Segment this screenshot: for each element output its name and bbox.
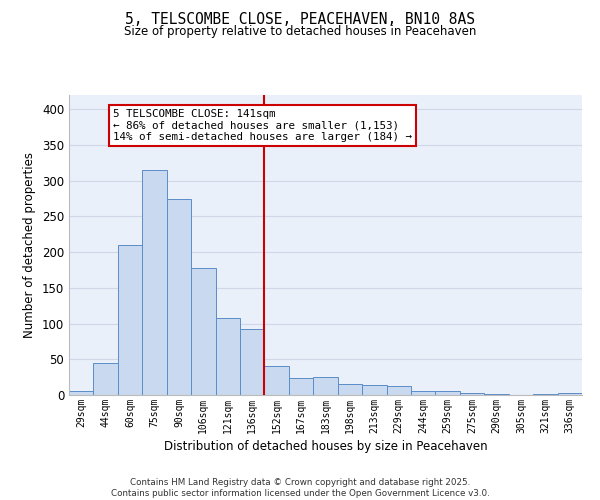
Bar: [191, 268, 215, 395]
X-axis label: Distribution of detached houses by size in Peacehaven: Distribution of detached houses by size …: [164, 440, 487, 453]
Bar: [142, 170, 167, 395]
Bar: [436, 392, 460, 395]
Text: Contains HM Land Registry data © Crown copyright and database right 2025.
Contai: Contains HM Land Registry data © Crown c…: [110, 478, 490, 498]
Bar: [240, 328, 265, 395]
Bar: [69, 392, 94, 395]
Y-axis label: Number of detached properties: Number of detached properties: [23, 152, 37, 338]
Bar: [557, 393, 582, 395]
Bar: [313, 377, 338, 395]
Text: 5 TELSCOMBE CLOSE: 141sqm
← 86% of detached houses are smaller (1,153)
14% of se: 5 TELSCOMBE CLOSE: 141sqm ← 86% of detac…: [113, 110, 412, 142]
Bar: [94, 363, 118, 395]
Bar: [118, 245, 142, 395]
Text: Size of property relative to detached houses in Peacehaven: Size of property relative to detached ho…: [124, 25, 476, 38]
Bar: [167, 198, 191, 395]
Bar: [215, 318, 240, 395]
Bar: [386, 386, 411, 395]
Bar: [484, 394, 509, 395]
Bar: [533, 394, 557, 395]
Bar: [265, 366, 289, 395]
Bar: [362, 385, 386, 395]
Bar: [460, 393, 484, 395]
Bar: [289, 378, 313, 395]
Bar: [411, 392, 436, 395]
Bar: [338, 384, 362, 395]
Text: 5, TELSCOMBE CLOSE, PEACEHAVEN, BN10 8AS: 5, TELSCOMBE CLOSE, PEACEHAVEN, BN10 8AS: [125, 12, 475, 28]
